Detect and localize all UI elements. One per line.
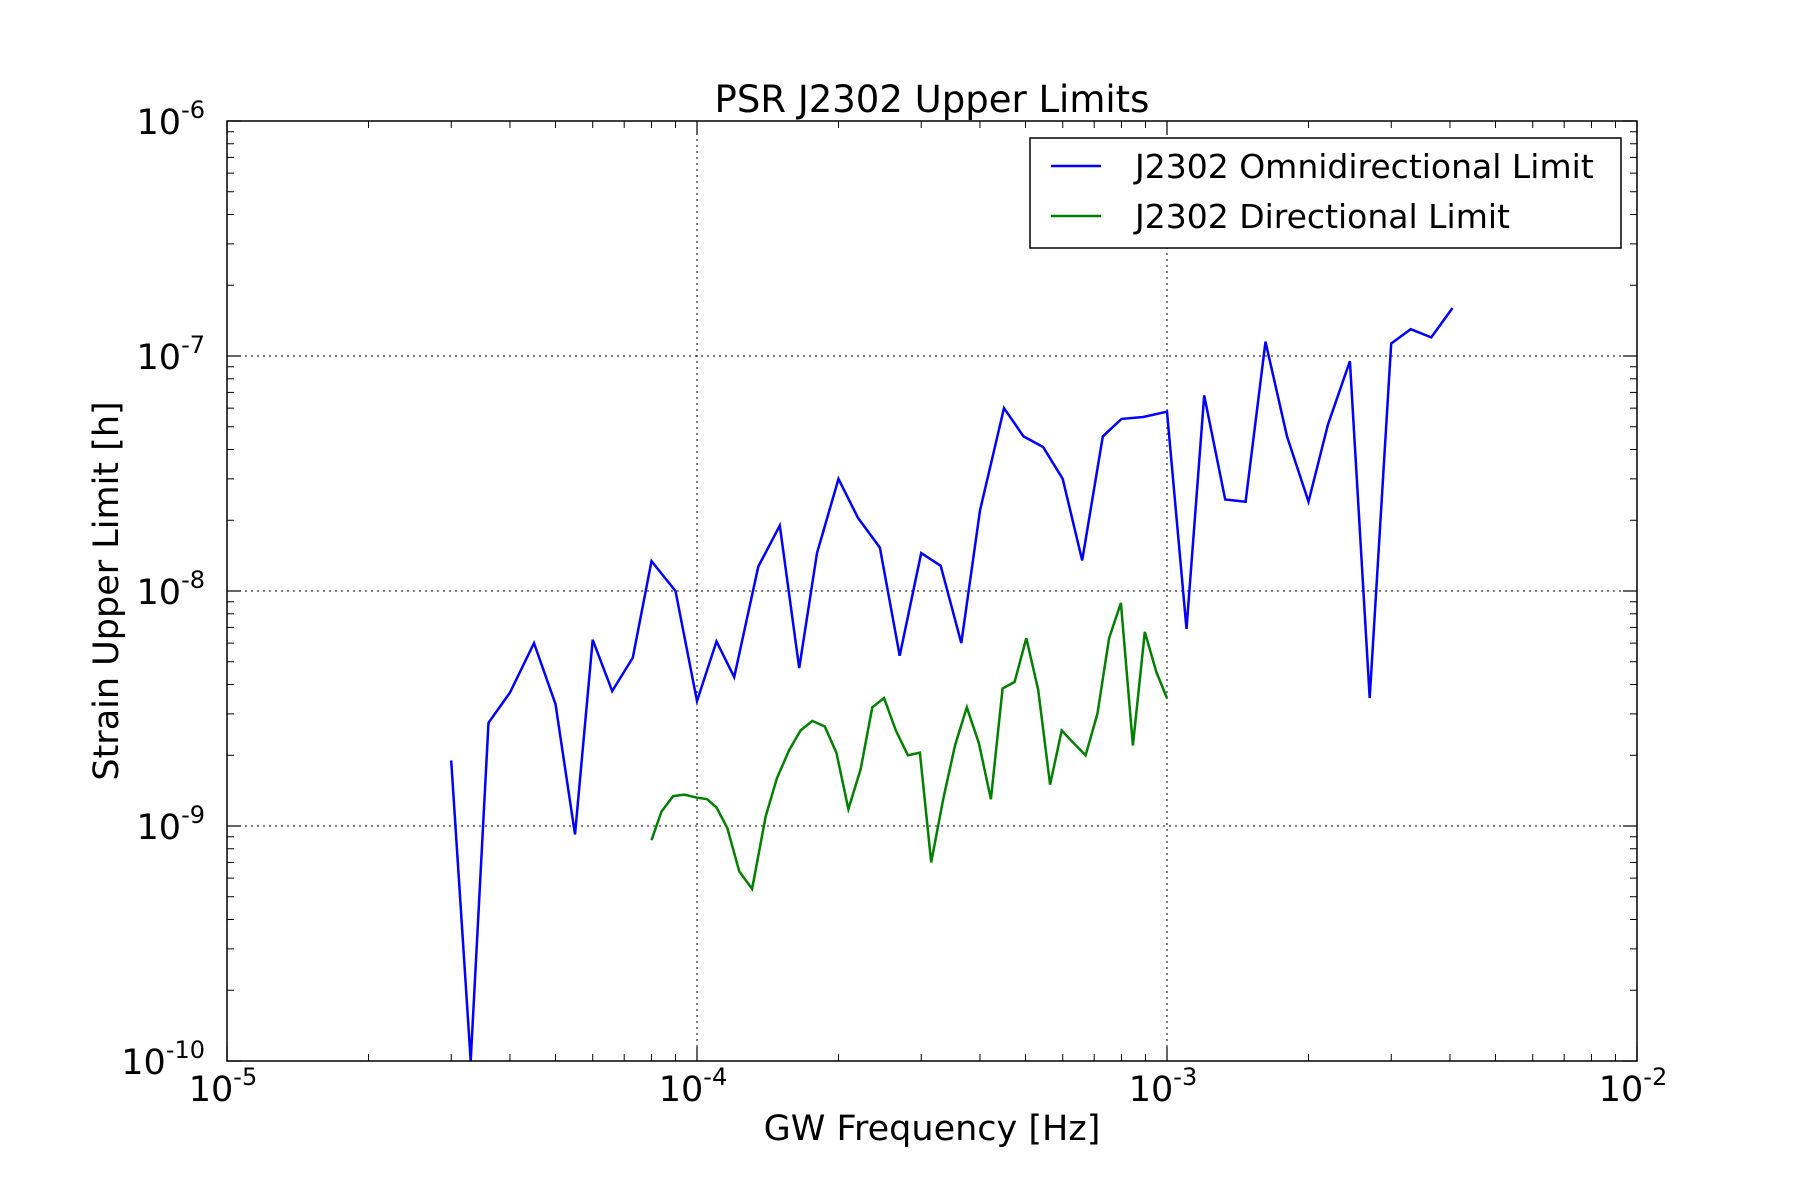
y-tick-label: 10-8 [137,566,205,613]
x-axis-label: GW Frequency [Hz] [764,1109,1101,1149]
y-tick-label: 10-9 [137,801,205,848]
legend-label-directional: J2302 Directional Limit [1133,197,1510,236]
x-tick-label: 10-3 [1129,1063,1197,1110]
plot-frame [226,120,1638,1062]
x-tick-labels: 10-5 10-4 10-3 10-2 [189,1063,1667,1110]
chart-title: PSR J2302 Upper Limits [715,78,1150,121]
grid [227,121,1637,1061]
series-line-directional [650,602,1169,892]
legend: J2302 Omnidirectional Limit J2302 Direct… [1029,137,1622,249]
y-axis-label: Strain Upper Limit [h] [87,401,127,780]
y-tick-labels: 10-10 10-9 10-8 10-7 10-6 [121,96,205,1083]
y-tick-label: 10-7 [137,331,205,378]
minor-ticks [227,121,1637,1061]
x-tick-label: 10-5 [189,1063,257,1110]
legend-box [1029,137,1622,249]
series-layer [449,307,1454,1062]
y-tick-label: 10-6 [137,96,205,143]
x-tick-label: 10-2 [1599,1063,1667,1110]
y-tick-label: 10-10 [121,1036,205,1083]
x-tick-label: 10-4 [659,1063,727,1110]
series-line-omnidirectional [449,307,1454,1062]
legend-label-omnidirectional: J2302 Omnidirectional Limit [1133,147,1594,186]
